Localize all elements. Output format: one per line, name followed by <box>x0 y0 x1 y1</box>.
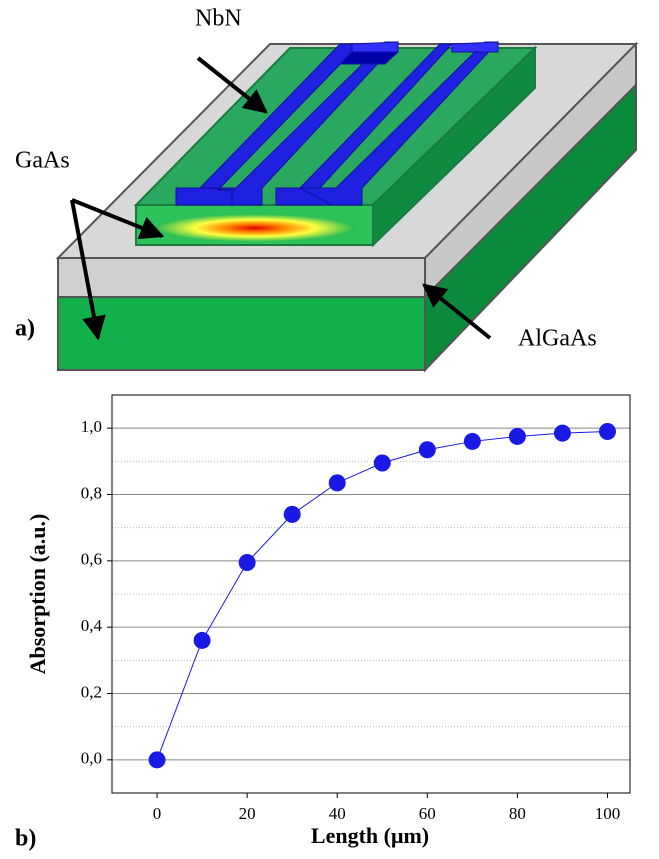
panel-label: a) <box>15 316 35 342</box>
device-diagram <box>55 41 639 373</box>
label-algaas: AlGaAs <box>518 326 597 352</box>
y-tick-label: 0,0 <box>81 749 102 768</box>
label-gaas: GaAs <box>15 148 70 174</box>
data-point <box>508 427 526 445</box>
x-tick-label: 100 <box>595 804 621 823</box>
y-tick-label: 0,6 <box>81 550 102 569</box>
x-tick-label: 0 <box>153 804 162 823</box>
data-point <box>148 751 166 769</box>
series-line <box>156 430 608 761</box>
data-point <box>553 424 571 442</box>
x-tick-label: 40 <box>329 804 346 823</box>
plot-frame <box>111 394 631 794</box>
y-tick-label: 0,8 <box>81 483 102 502</box>
label-nbn: NbN <box>195 6 242 32</box>
data-point <box>328 474 346 492</box>
x-tick-label: 80 <box>509 804 526 823</box>
y-tick-label: 0,2 <box>81 682 102 701</box>
y-tick-label: 0,4 <box>81 616 103 635</box>
x-tick-label: 60 <box>419 804 436 823</box>
data-point <box>193 631 211 649</box>
data-point <box>418 441 436 459</box>
data-point <box>373 454 391 472</box>
panel-label: b) <box>15 826 36 852</box>
data-point <box>238 553 256 571</box>
plot: 0,0 0,2 0,4 0,6 0,8 1,0 0 20 40 60 80 100 <box>81 394 631 823</box>
data-point <box>463 432 481 450</box>
y-axis-label: Absorption (a.u.) <box>25 514 50 675</box>
y-tick-label: 1,0 <box>81 417 102 436</box>
x-tick-label: 20 <box>239 804 256 823</box>
data-point <box>598 422 616 440</box>
x-axis-label: Length (μm) <box>311 823 429 848</box>
data-point <box>283 505 301 523</box>
